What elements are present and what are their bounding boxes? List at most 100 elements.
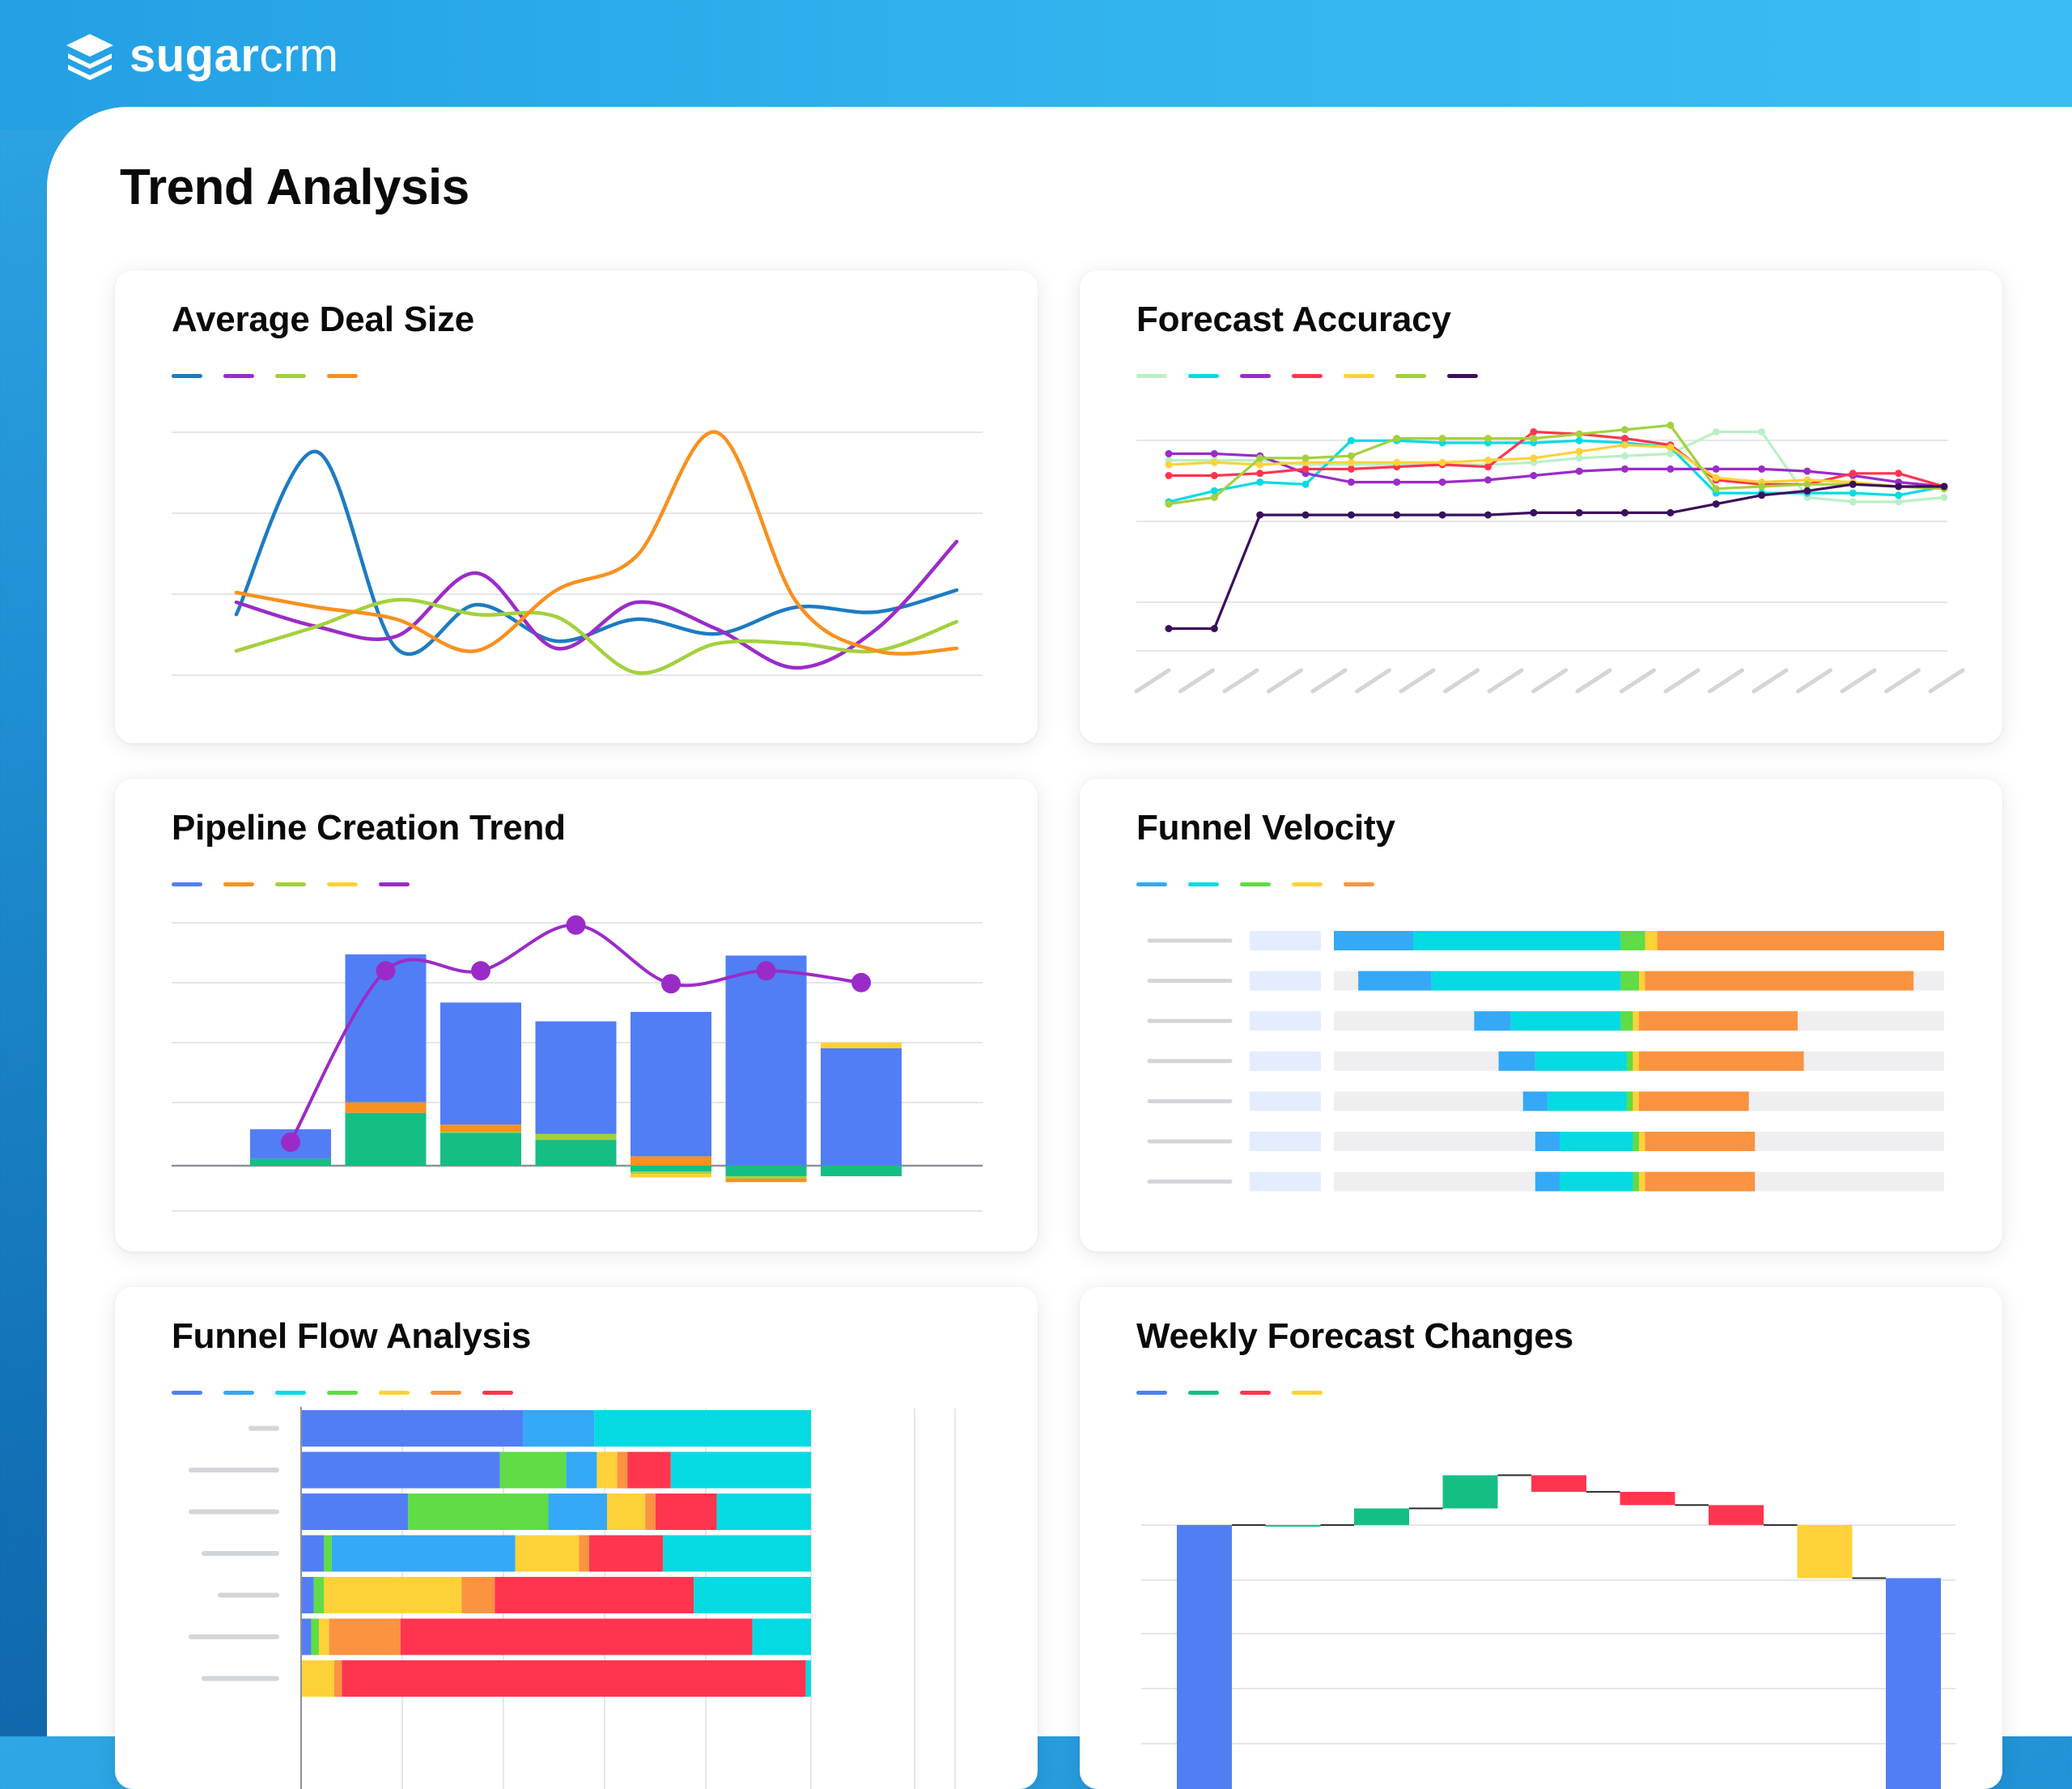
tick-label-placeholder: [1622, 670, 1654, 691]
data-point: [1439, 478, 1446, 486]
data-point: [1667, 465, 1674, 473]
bar-segment: [1334, 931, 1413, 950]
data-point: [1667, 444, 1674, 451]
data-point: [1530, 428, 1537, 436]
data-point: [1530, 472, 1537, 479]
main-panel: Trend Analysis Average Deal Size Forecas…: [47, 107, 2072, 1736]
bar-segment: [500, 1452, 567, 1489]
data-point: [1393, 512, 1400, 519]
data-point: [1758, 483, 1765, 491]
data-point: [1166, 450, 1173, 457]
data-point: [1895, 498, 1902, 505]
data-point: [1484, 463, 1492, 470]
data-point: [1621, 435, 1628, 442]
row-value-block: [1250, 1132, 1321, 1151]
weekly-forecast-changes-chart[interactable]: [1080, 1287, 2002, 1789]
data-point: [1393, 459, 1400, 466]
bar-segment: [607, 1494, 645, 1530]
data-point: [1713, 485, 1720, 492]
tick-label-placeholder: [1666, 670, 1698, 691]
bar-segment: [1560, 1132, 1633, 1151]
bar-segment: [631, 1166, 711, 1171]
data-point: [1166, 461, 1173, 469]
data-point: [1439, 512, 1446, 519]
trend-point: [661, 974, 681, 993]
average-deal-size-chart[interactable]: [115, 270, 1038, 743]
bar-segment: [694, 1577, 811, 1613]
bar-segment: [301, 1536, 324, 1572]
data-point: [1803, 468, 1811, 475]
data-point: [1895, 470, 1902, 477]
stacked-layers-icon: [62, 28, 118, 84]
data-point: [1348, 459, 1355, 466]
data-point: [1621, 426, 1628, 433]
bar-segment: [671, 1452, 811, 1489]
data-point: [1849, 470, 1857, 477]
waterfall-bar: [1443, 1475, 1498, 1508]
series-line: [236, 432, 957, 654]
data-point: [1803, 481, 1811, 488]
tick-label-placeholder: [1930, 670, 1963, 691]
bar-segment: [1639, 971, 1645, 991]
data-point: [1713, 465, 1720, 473]
bar-segment: [753, 1619, 811, 1655]
bar-segment: [334, 1660, 342, 1697]
data-point: [1576, 454, 1583, 461]
data-point: [1166, 625, 1173, 632]
data-point: [1621, 465, 1628, 473]
funnel-flow-analysis-chart[interactable]: [115, 1287, 1038, 1789]
data-point: [1211, 459, 1218, 466]
waterfall-bar: [1798, 1525, 1853, 1579]
bar-segment: [346, 1113, 427, 1166]
bar-segment: [1535, 1132, 1560, 1151]
bar-segment: [319, 1619, 329, 1655]
bar-segment: [301, 1494, 408, 1530]
bar-segment: [516, 1536, 580, 1572]
data-point: [1758, 465, 1765, 473]
waterfall-bar: [1620, 1492, 1675, 1505]
bar-segment: [301, 1452, 500, 1489]
bar-segment: [536, 1140, 617, 1166]
data-point: [1484, 435, 1492, 442]
bar-segment: [1633, 1091, 1639, 1111]
data-point: [1256, 461, 1263, 469]
bar-segment: [645, 1494, 656, 1530]
bar-segment: [324, 1536, 331, 1572]
bar-segment: [716, 1494, 811, 1530]
bar-segment: [314, 1577, 325, 1613]
series-line: [236, 452, 957, 654]
bar-segment: [1620, 931, 1645, 950]
data-point: [1576, 468, 1583, 475]
data-point: [1211, 487, 1218, 495]
bar-segment: [567, 1452, 597, 1489]
bar-segment: [631, 1171, 711, 1174]
bar-segment: [631, 1174, 711, 1177]
data-point: [1348, 453, 1355, 460]
data-point: [1530, 435, 1537, 442]
data-point: [1576, 431, 1583, 438]
bar-segment: [440, 1002, 521, 1124]
tick-label-placeholder: [1313, 670, 1345, 691]
data-point: [1302, 481, 1310, 488]
tick-label-placeholder: [1887, 670, 1919, 691]
data-point: [1895, 491, 1902, 499]
tick-label-placeholder: [1225, 670, 1257, 691]
bar-segment: [631, 1156, 711, 1166]
data-point: [1439, 435, 1446, 442]
funnel-flow-analysis-card: Funnel Flow Analysis: [115, 1287, 1038, 1789]
series-line: [1169, 484, 1944, 628]
bar-segment: [523, 1410, 594, 1447]
brand-logo[interactable]: sugarcrm: [62, 28, 339, 84]
forecast-accuracy-chart[interactable]: [1080, 270, 2002, 743]
bar-segment: [806, 1660, 811, 1697]
bar-segment: [821, 1043, 902, 1048]
data-point: [1667, 509, 1674, 516]
funnel-velocity-chart[interactable]: [1080, 779, 2002, 1251]
data-point: [1166, 472, 1173, 479]
bar-segment: [1358, 971, 1431, 991]
weekly-forecast-changes-card: Weekly Forecast Changes: [1080, 1287, 2002, 1789]
data-point: [1211, 450, 1218, 457]
pipeline-creation-trend-chart[interactable]: [115, 779, 1038, 1251]
bar-segment: [461, 1577, 495, 1613]
data-point: [1256, 454, 1263, 461]
